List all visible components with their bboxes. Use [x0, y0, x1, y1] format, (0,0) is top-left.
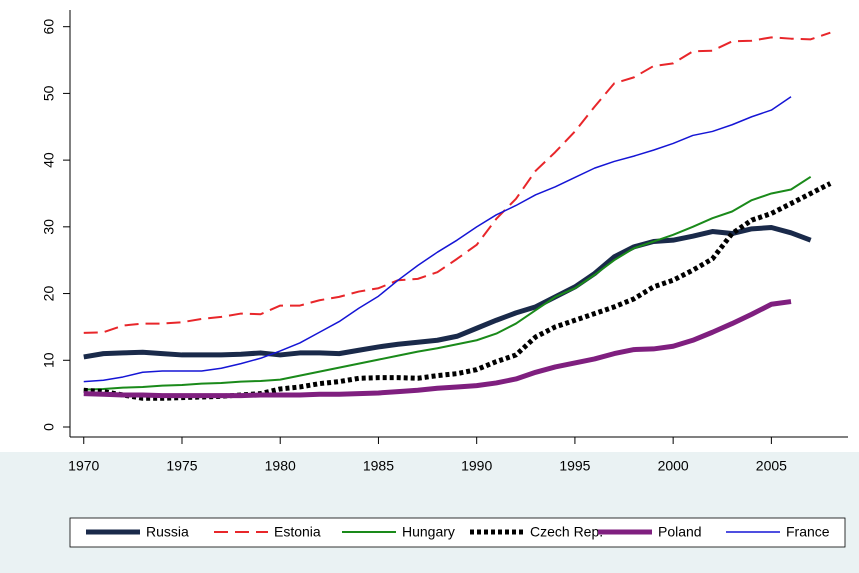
plot-region	[0, 0, 859, 452]
x-tick-label: 1995	[559, 458, 590, 474]
y-tick-label: 40	[41, 152, 57, 168]
legend-label: Russia	[146, 524, 189, 540]
y-tick-label: 0	[41, 423, 57, 431]
x-tick-label: 1980	[265, 458, 296, 474]
x-tick-label: 1970	[68, 458, 99, 474]
legend	[69, 517, 846, 548]
y-tick-label: 60	[41, 19, 57, 35]
series-line	[83, 31, 831, 334]
series-line	[83, 96, 792, 383]
y-tick-label: 50	[41, 85, 57, 101]
y-tick-label: 20	[41, 286, 57, 302]
series-line	[83, 175, 812, 391]
x-tick-label: 1985	[363, 458, 394, 474]
legend-label: France	[786, 524, 830, 540]
x-tick-label: 2000	[658, 458, 689, 474]
series-line	[83, 299, 792, 399]
legend-label: Hungary	[402, 524, 455, 540]
legend-label: Poland	[658, 524, 702, 540]
legend-label: Estonia	[274, 524, 321, 540]
y-tick-label: 10	[41, 352, 57, 368]
x-tick-label: 1975	[166, 458, 197, 474]
x-tick-label: 2005	[756, 458, 787, 474]
y-tick-label: 30	[41, 219, 57, 235]
legend-label: Czech Rep.	[530, 524, 603, 540]
x-tick-label: 1990	[461, 458, 492, 474]
series-line	[83, 225, 812, 360]
